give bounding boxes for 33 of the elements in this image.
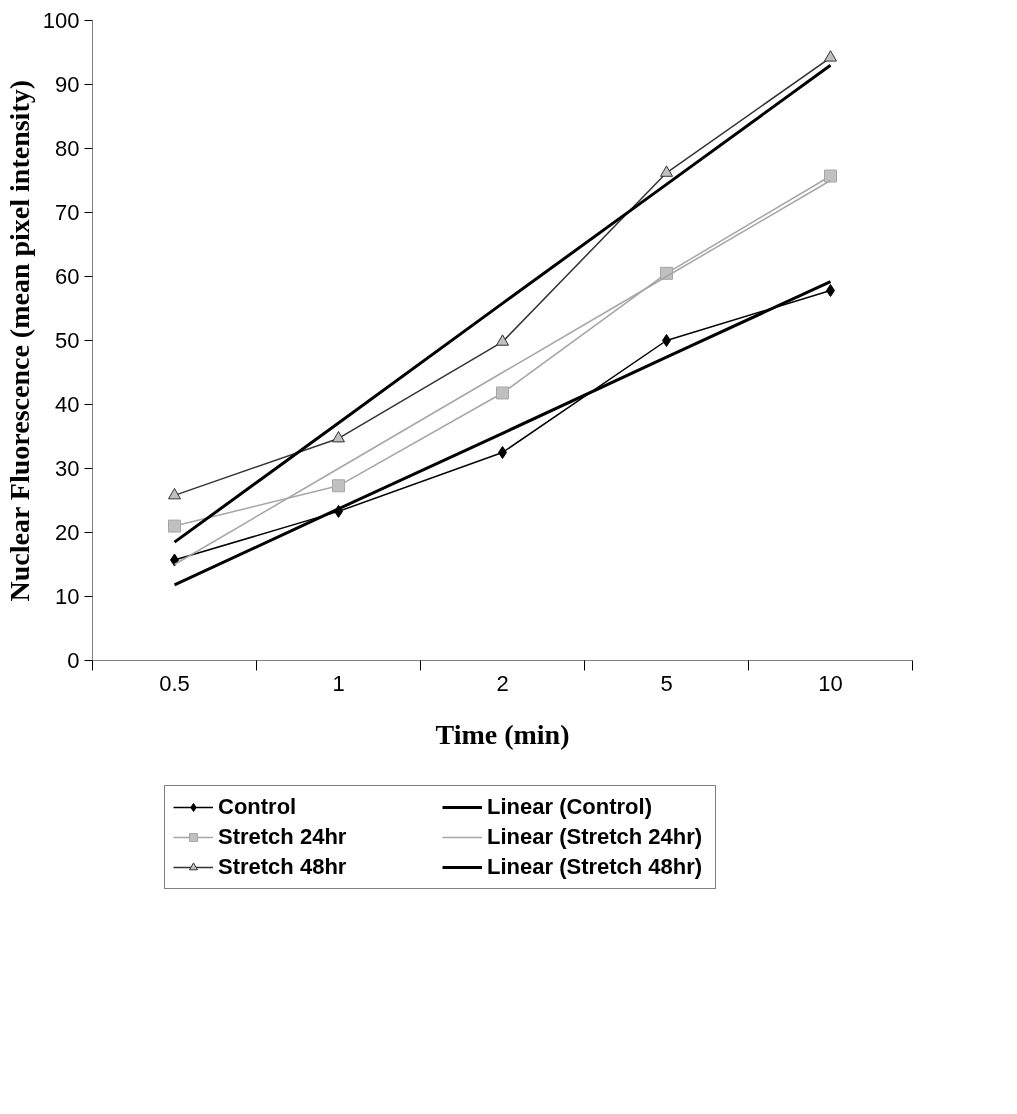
y-tick-label: 50 (55, 328, 80, 353)
point (824, 50, 837, 62)
point (824, 169, 837, 183)
point (660, 165, 673, 177)
point (332, 430, 345, 443)
legend-label: Linear (Stretch 48hr) (487, 854, 704, 880)
legend-label: Linear (Stretch 24hr) (487, 824, 704, 850)
y-tick-label: 70 (55, 200, 80, 225)
x-tick-label: 0.5 (159, 670, 190, 696)
y-tick-label: 60 (55, 264, 80, 289)
legend-label: Stretch 24hr (218, 824, 348, 850)
y-tick-label: 90 (55, 72, 80, 97)
y-tick-label: 80 (55, 136, 80, 161)
point (496, 334, 509, 346)
x-tick-label: 5 (660, 670, 673, 696)
legend-label: Control (218, 794, 298, 820)
point (168, 487, 181, 500)
y-tick-label: 100 (42, 8, 80, 33)
y-tick-label: 0 (67, 648, 80, 673)
point (332, 479, 345, 493)
y-tick-label: 30 (55, 456, 80, 481)
x-axis-title: Time (min) (435, 718, 570, 750)
x-tick-label: 1 (332, 670, 345, 696)
point (496, 386, 509, 400)
x-tick-label: 2 (496, 670, 509, 696)
y-tick-label: 10 (55, 584, 80, 609)
y-axis-title: Nuclear Fluorescence (mean pixel intensity) (3, 79, 35, 602)
legend-label: Stretch 48hr (218, 854, 348, 880)
legend-label: Linear (Control) (487, 794, 653, 820)
y-tick-label: 40 (55, 392, 80, 417)
x-tick-label: 10 (818, 670, 843, 696)
y-tick-label: 20 (55, 520, 80, 545)
point (168, 519, 181, 533)
